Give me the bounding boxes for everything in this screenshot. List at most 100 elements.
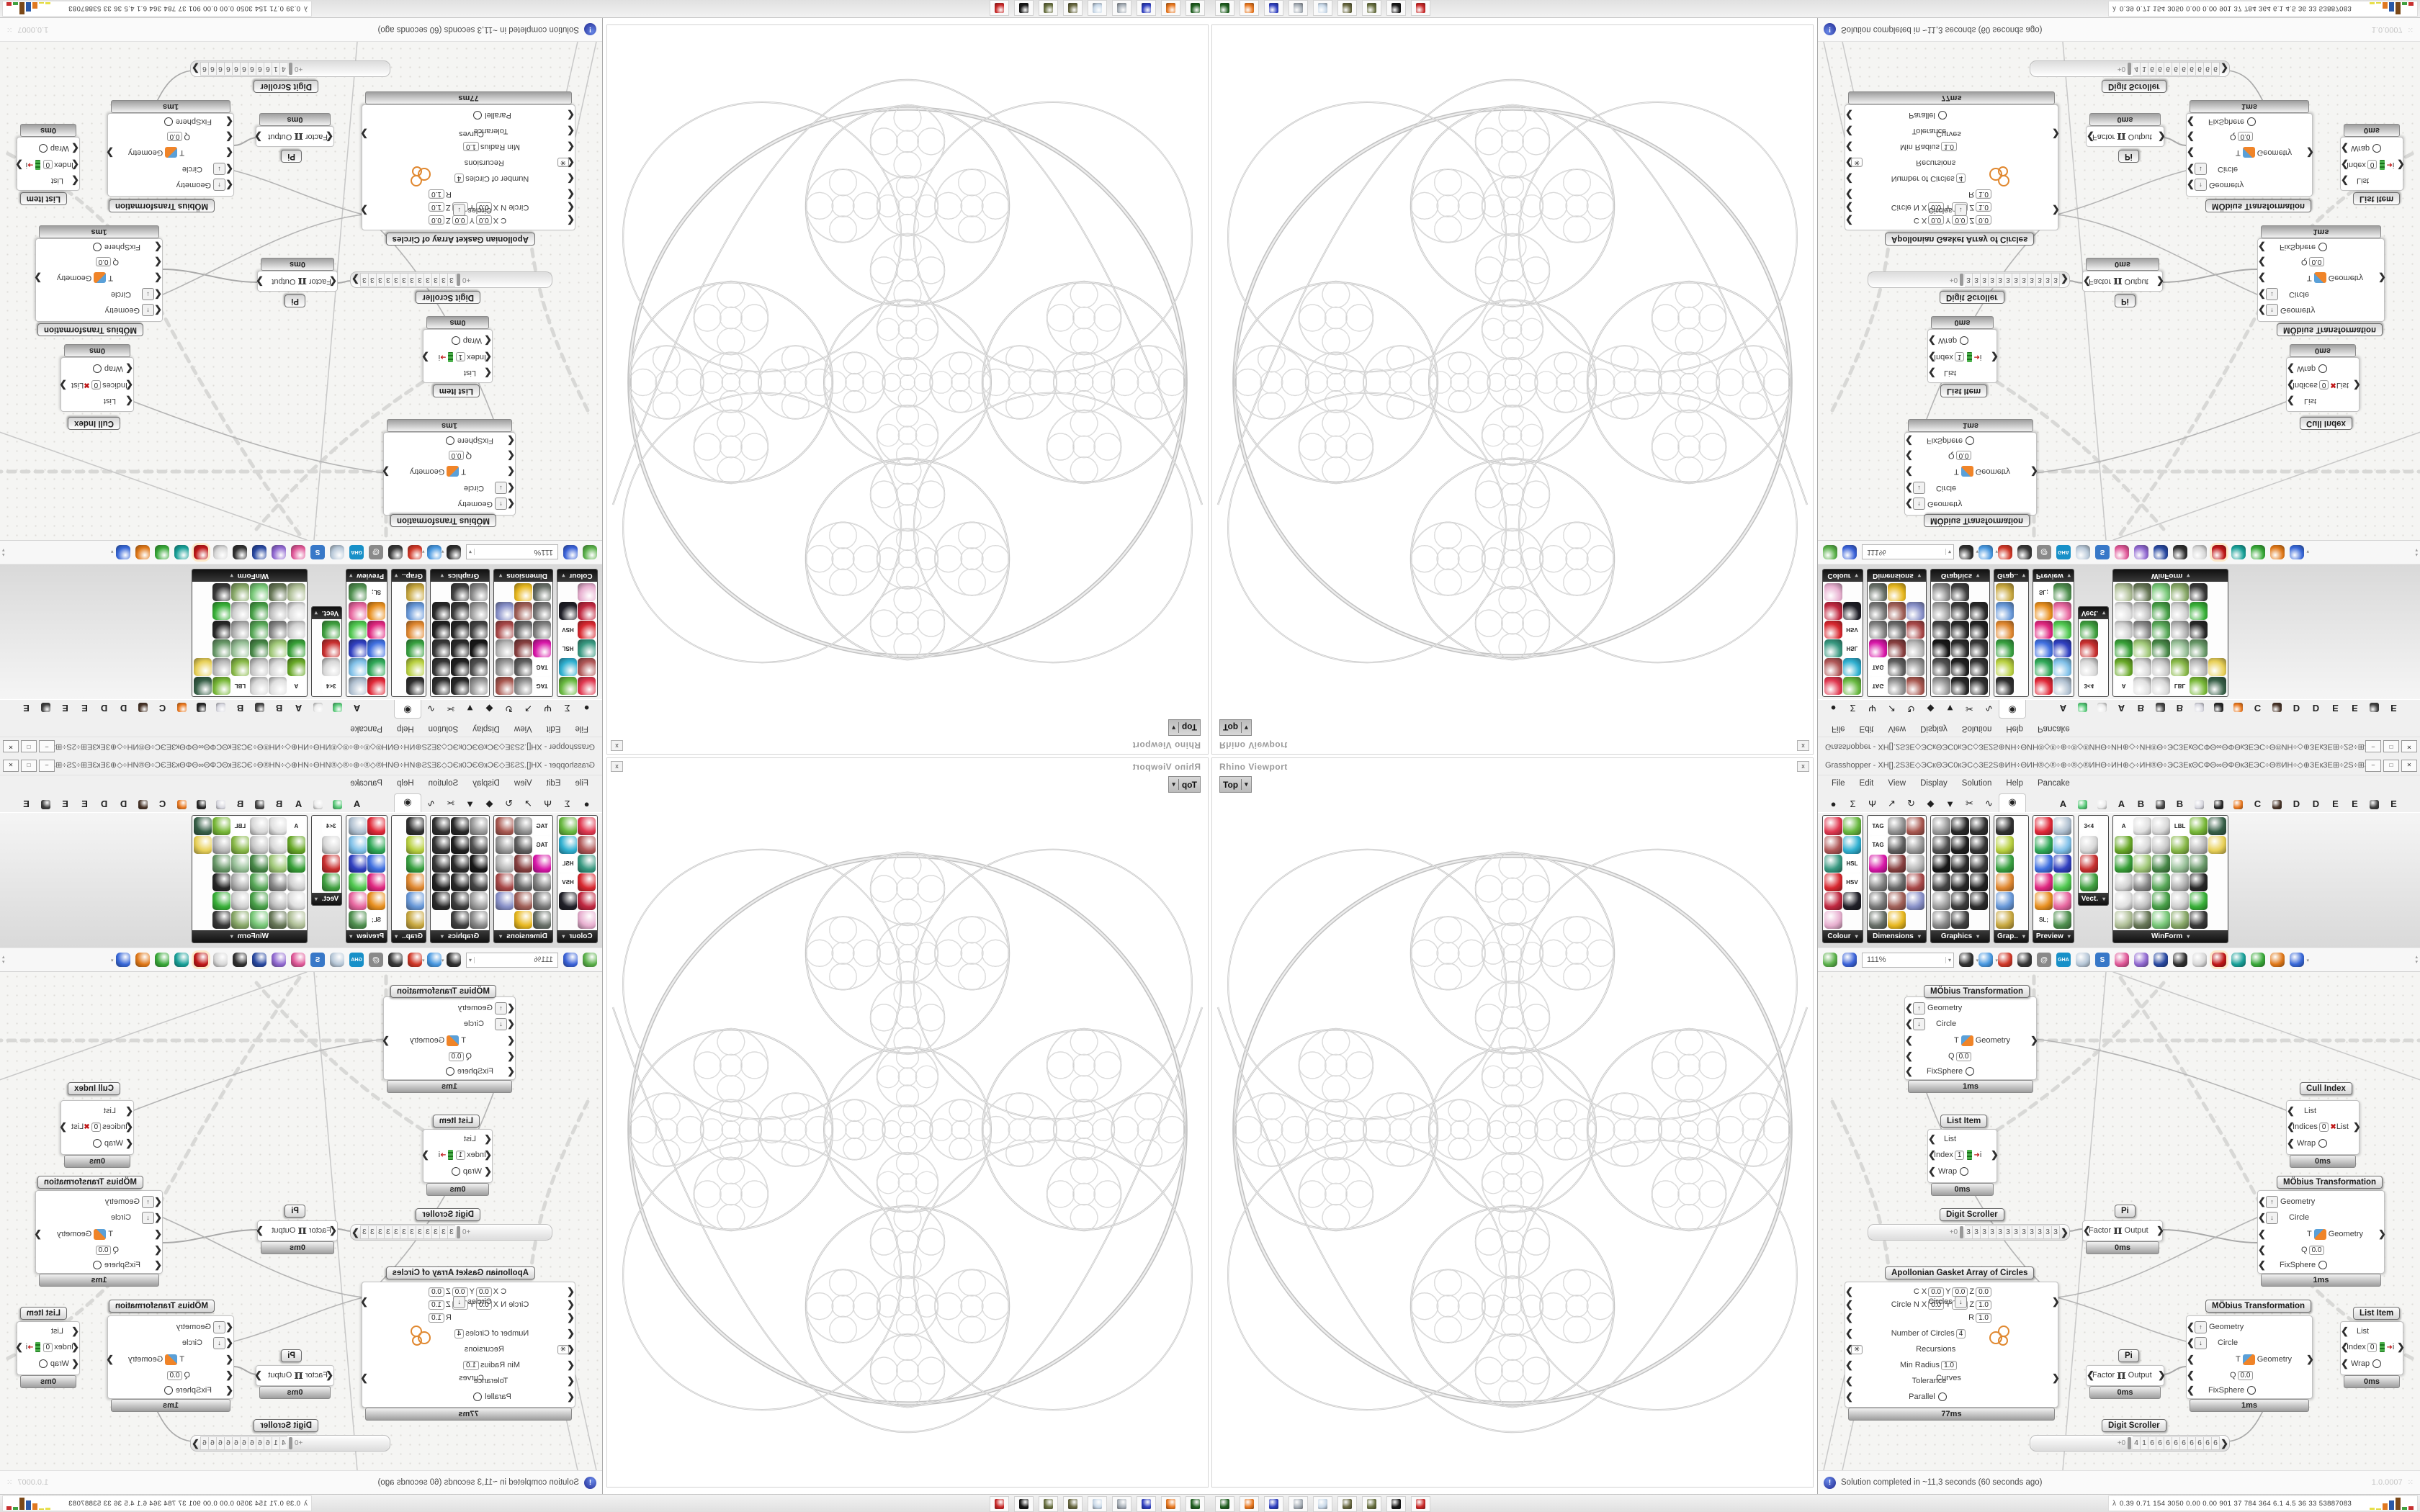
value-chip[interactable]: 0.0 [95, 1245, 112, 1255]
component-icon[interactable]: SL; [2034, 911, 2053, 929]
component-icon[interactable] [249, 892, 268, 910]
node-label[interactable]: MÖbius Transformation [390, 514, 496, 527]
wrap-toggle[interactable] [2318, 1139, 2328, 1148]
port-grip[interactable]: ❮ [2341, 160, 2349, 171]
port-grip[interactable]: ❮ [567, 1312, 575, 1323]
component-icon[interactable] [1869, 911, 1887, 929]
component-icon[interactable] [470, 658, 488, 676]
component-icon[interactable] [514, 873, 532, 891]
component-icon[interactable] [1824, 602, 1842, 620]
pi-node[interactable]: ❮ Factor π Output ❯ [256, 1220, 338, 1241]
pi-node[interactable]: ❮ Factor π Output ❯ [254, 1365, 334, 1386]
port-grip[interactable]: ❮ [1845, 1359, 1853, 1370]
node-label[interactable]: Cull Index [68, 417, 120, 430]
value-chip[interactable]: 0.0 [2237, 1370, 2254, 1380]
component-icon[interactable] [578, 892, 596, 910]
component-icon[interactable] [2152, 658, 2171, 676]
plugin-tab[interactable] [328, 798, 347, 812]
port-grip[interactable]: ❮ [1928, 352, 1936, 363]
component-icon[interactable] [230, 855, 249, 873]
fixsphere-toggle[interactable] [2318, 1261, 2328, 1269]
component-icon[interactable]: SL; [367, 911, 386, 929]
mobius-transformation-node[interactable]: ❮ ↑ Geometry ❮ ↓ Circle ❮ T Geometry ❯ ❮ Q 0.0 ❮ FixSp… [382, 996, 516, 1080]
pi-node[interactable]: ❮ Factor π Output ❯ [254, 126, 334, 147]
cull-index-node[interactable]: ❮ List ❮ Indices 0 ✖ List ❯ ❮ Wrap [2286, 1100, 2361, 1155]
port-grip[interactable]: ❯ [2397, 160, 2405, 171]
component-icon[interactable] [432, 855, 450, 873]
component-icon[interactable] [2115, 621, 2133, 639]
port-grip[interactable]: ❮ [2258, 289, 2266, 300]
node-label[interactable]: List Item [2353, 192, 2401, 205]
component-icon[interactable] [1824, 621, 1842, 639]
component-icon[interactable] [2034, 658, 2053, 676]
zoom-level-dropdown[interactable]: 111% ▾ [466, 952, 558, 968]
medal2-icon[interactable] [1039, 0, 1058, 16]
port-grip[interactable]: ❮ [1905, 1018, 1913, 1029]
plugin-tab[interactable] [211, 700, 230, 714]
port-grip[interactable]: ❮ [225, 1321, 233, 1332]
plugin-tab[interactable] [36, 798, 55, 812]
digit-scroller[interactable]: +0 4 1 6 6 6 6 6 6 6 6 6 ❯ [2030, 1435, 2230, 1452]
value-chip[interactable]: 0 [2367, 1342, 2378, 1352]
component-icon[interactable] [1888, 583, 1906, 601]
scroller-digit[interactable]: 3 [1965, 1225, 1973, 1239]
wrap-toggle[interactable] [2372, 144, 2382, 153]
component-icon[interactable] [1888, 911, 1906, 929]
node-label[interactable]: Digit Scroller [254, 80, 318, 93]
component-icon[interactable] [212, 639, 230, 657]
component-icon[interactable]: LBL [230, 677, 249, 695]
digit-scroller[interactable]: +0 4 1 6 6 6 6 6 6 6 6 6 ❯ [190, 60, 390, 77]
port-grip[interactable]: ❯ [15, 1341, 23, 1352]
port-grip[interactable]: ❯ [2052, 1296, 2060, 1307]
component-icon[interactable] [1843, 658, 1861, 676]
component-icon[interactable]: 3<4 [322, 817, 341, 835]
component-icon[interactable] [2171, 892, 2190, 910]
port-grip[interactable]: ❮ [71, 1341, 79, 1352]
port-grip[interactable]: ❮ [567, 110, 575, 121]
category-tab-icon[interactable]: ↻ [1907, 798, 1915, 809]
pin-green-icon[interactable] [2251, 545, 2265, 559]
wrap-toggle[interactable] [92, 1139, 102, 1148]
component-icon[interactable] [1869, 892, 1887, 910]
port-grip[interactable]: ❮ [71, 160, 79, 171]
ribbon-icon[interactable] [252, 953, 266, 967]
node-label[interactable]: List Item [19, 192, 67, 205]
preview-eye-icon[interactable]: ▾ [422, 953, 442, 967]
value-chip[interactable]: 0 [2318, 380, 2329, 390]
port-grip[interactable]: ❮ [567, 1391, 575, 1402]
half-sphere-icon[interactable] [2270, 953, 2285, 967]
open-file-icon[interactable] [1823, 953, 1837, 967]
pi-node[interactable]: ❮ Factor π Output ❯ [2082, 271, 2164, 292]
port-grip[interactable]: ❮ [1905, 1050, 1913, 1061]
port-grip[interactable]: ❮ [1928, 368, 1936, 379]
component-icon[interactable] [451, 639, 469, 657]
component-icon[interactable] [2190, 892, 2208, 910]
component-icon[interactable] [1932, 817, 1950, 835]
component-icon[interactable] [514, 677, 532, 695]
component-icon[interactable] [1932, 639, 1950, 657]
component-icon[interactable] [287, 892, 305, 910]
component-icon[interactable] [193, 677, 212, 695]
component-icon[interactable] [349, 621, 367, 639]
scroller-digit[interactable]: 3 [359, 1225, 368, 1239]
resize-grip[interactable]: ⁙ [6, 1478, 13, 1487]
preview-eye-icon[interactable]: ▾ [1978, 953, 1998, 967]
toolbar-scroll-arrows[interactable]: ▴ ▾ [2415, 547, 2418, 557]
digit-scroller[interactable]: +0 3 3 3 3 3 3 3 3 3 3 3 3 ❯ [350, 1224, 552, 1241]
scroller-digit[interactable]: 6 [215, 1436, 224, 1450]
port-grip[interactable]: ❮ [225, 117, 233, 127]
component-icon[interactable] [1824, 677, 1842, 695]
port-grip[interactable]: ❮ [2258, 273, 2266, 284]
component-icon[interactable] [496, 855, 514, 873]
component-icon[interactable] [268, 817, 287, 835]
scroller-digit[interactable]: 1 [2141, 1436, 2149, 1450]
palette-panel-title[interactable]: Vect. ▾ [311, 607, 342, 619]
digit-scroller[interactable]: +0 3 3 3 3 3 3 3 3 3 3 3 3 ❯ [1868, 271, 2070, 288]
component-icon[interactable] [367, 639, 386, 657]
component-icon[interactable] [212, 677, 230, 695]
component-icon[interactable] [559, 602, 577, 620]
port-grip[interactable]: ❯ [2353, 380, 2361, 391]
recursions-default-chip[interactable]: ✳ [1851, 158, 1863, 168]
palette-panel-title[interactable]: Graphics ▾ [431, 570, 489, 582]
pin-teal-icon[interactable] [2231, 953, 2246, 967]
